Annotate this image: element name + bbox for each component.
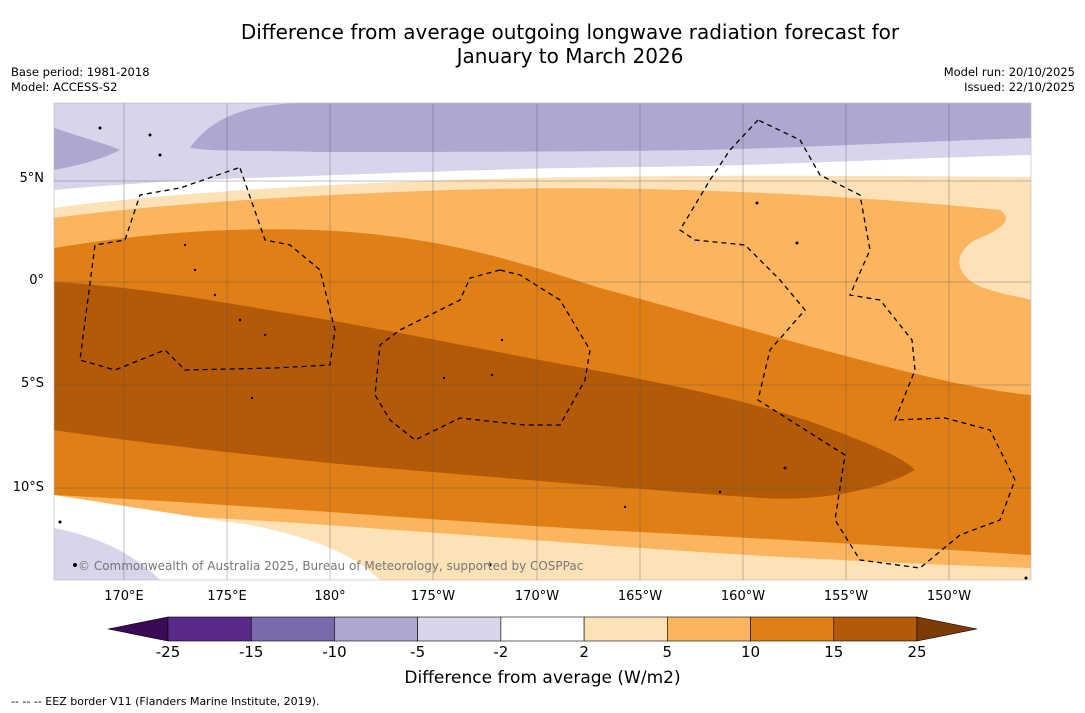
colorbar-tick-label: 5 xyxy=(662,643,673,661)
copyright-text: © Commonwealth of Australia 2025, Bureau… xyxy=(78,559,583,573)
colorbar-segment xyxy=(500,616,585,642)
chart-title: Difference from average outgoing longwav… xyxy=(0,20,1085,68)
lon-label-160w: 160°W xyxy=(720,589,766,604)
lat-gridlines xyxy=(54,180,1031,489)
colorbar-label: Difference from average (W/m2) xyxy=(404,668,681,688)
lat-label-5n: 5°N xyxy=(19,171,45,186)
colorbar-segment xyxy=(417,616,502,642)
eez-footnote: -- -- -- EEZ border V11 (Flanders Marine… xyxy=(11,695,320,708)
colorbar-tick-label: -2 xyxy=(493,643,509,661)
colorbar-tick-label: -10 xyxy=(322,643,347,661)
colorbar-segment xyxy=(750,616,835,642)
colorbar xyxy=(107,616,978,642)
colorbar-segment xyxy=(583,616,668,642)
model-name: Model: ACCESS-S2 xyxy=(11,80,118,94)
colorbar-segment xyxy=(250,616,335,642)
colorbar-segment xyxy=(334,616,418,642)
title-line-1: Difference from average outgoing longwav… xyxy=(240,20,900,44)
eez-border-east xyxy=(679,119,1016,569)
title-line-2: January to March 2026 xyxy=(456,44,684,68)
colorbar-tick-label: 25 xyxy=(907,643,927,661)
colorbar-tick-label: -5 xyxy=(410,643,426,661)
contour-15 xyxy=(54,282,915,499)
lon-label-170w: 170°W xyxy=(514,589,560,604)
map-frame xyxy=(53,102,1032,581)
contour-minus5-sw xyxy=(54,528,160,580)
lon-label-170e: 170°E xyxy=(104,589,144,604)
eez-border-central xyxy=(374,269,591,441)
meta-right: Model run: 20/10/2025 Issued: 22/10/2025 xyxy=(944,65,1075,95)
lon-label-150w: 150°W xyxy=(926,589,972,604)
lat-label-10s: 10°S xyxy=(12,480,44,495)
lat-label-5s: 5°S xyxy=(20,376,44,391)
lon-label-180: 180° xyxy=(314,589,346,604)
colorbar-tick-label: -25 xyxy=(155,643,181,661)
contour-minus10 xyxy=(54,103,1031,170)
model-run: Model run: 20/10/2025 xyxy=(943,65,1075,79)
lon-label-175w: 175°W xyxy=(410,589,456,604)
colorbar-segment xyxy=(167,616,252,642)
colorbar-tick-label: 15 xyxy=(824,643,844,661)
colorbar-tick-label: 2 xyxy=(579,643,589,661)
contour-white-sw xyxy=(54,495,380,580)
lon-label-165w: 165°W xyxy=(617,589,663,604)
colorbar-tick-label: -15 xyxy=(238,643,264,661)
islands xyxy=(58,126,1028,580)
colorbar-over-arrow xyxy=(916,616,978,642)
colorbar-segment xyxy=(833,616,918,642)
meta-left: Base period: 1981-2018 Model: ACCESS-S2 xyxy=(11,65,150,95)
map-panel: © Commonwealth of Australia 2025, Bureau… xyxy=(54,103,1031,580)
lon-label-155w: 155°W xyxy=(823,589,869,604)
lat-label-0: 0° xyxy=(29,273,44,288)
colorbar-under-arrow xyxy=(107,616,169,642)
colorbar-tick-label: 10 xyxy=(741,643,761,661)
lon-gridlines xyxy=(123,103,950,580)
eez-border-west xyxy=(79,167,336,371)
base-period: Base period: 1981-2018 xyxy=(11,65,150,79)
issued-date: Issued: 22/10/2025 xyxy=(964,80,1075,94)
lon-label-175e: 175°E xyxy=(207,589,247,604)
colorbar-segment xyxy=(667,616,751,642)
